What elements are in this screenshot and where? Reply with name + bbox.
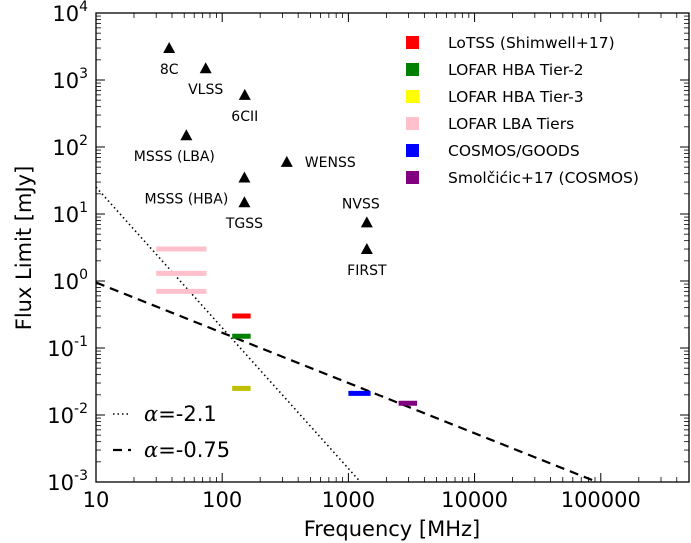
sensitivity-bands: [156, 246, 418, 406]
y-tick-label: 104: [52, 0, 88, 26]
y-tick-exponent: -3: [74, 468, 88, 484]
survey-marker: [360, 243, 373, 255]
x-tick-label: 1000: [322, 488, 375, 512]
y-tick-exponent: 3: [79, 66, 88, 82]
survey-label: MSSS (HBA): [145, 192, 229, 208]
survey-label: 6CII: [231, 109, 258, 125]
y-tick-exponent: 4: [79, 0, 88, 15]
legend-label: LOFAR HBA Tier-2: [448, 61, 584, 79]
y-tick-label: 102: [52, 133, 88, 160]
legend-swatch: [406, 171, 419, 184]
legend-label: LoTSS (Shimwell+17): [448, 34, 615, 52]
survey-label: TGSS: [225, 216, 263, 232]
y-tick-base: 10: [52, 2, 79, 26]
alpha-notes: α=-2.1α=-0.75: [113, 402, 230, 462]
y-tick-label: 101: [52, 200, 88, 227]
y-tick-base: 10: [52, 136, 79, 160]
legend-swatch: [406, 63, 419, 76]
survey-label: MSSS (LBA): [134, 149, 215, 165]
survey-label: NVSS: [342, 196, 380, 212]
alpha-note: α=-2.1: [144, 402, 217, 426]
x-tick-label: 10: [83, 488, 110, 512]
y-tick-label: 100: [52, 267, 88, 294]
y-tick-base: 10: [47, 404, 74, 428]
x-tick-label: 100000: [561, 488, 641, 512]
y-tick-base: 10: [52, 69, 79, 93]
survey-marker: [180, 129, 193, 141]
y-tick-exponent: -1: [74, 334, 88, 350]
alpha-value: =-2.1: [158, 402, 217, 426]
survey-marker: [280, 155, 293, 167]
survey-marker: [360, 216, 373, 228]
x-axis-label: Frequency [MHz]: [304, 517, 480, 541]
y-tick-label: 10-2: [47, 401, 88, 428]
alpha-symbol: α: [144, 438, 158, 462]
x-tick-label: 100: [202, 488, 242, 512]
y-tick-base: 10: [47, 337, 74, 361]
survey-label: FIRST: [347, 263, 387, 279]
plot-frame: [95, 12, 690, 483]
legend: LoTSS (Shimwell+17) LOFAR HBA Tier-2 LOFAR…: [406, 34, 639, 187]
alpha-note: α=-0.75: [144, 438, 230, 462]
survey-marker: [238, 171, 251, 183]
y-tick-base: 10: [47, 471, 74, 495]
survey-marker: [238, 196, 251, 208]
legend-label: COSMOS/GOODS: [448, 142, 580, 160]
y-axis-label: Flux Limit [mJy]: [12, 166, 36, 331]
survey-marker: [199, 62, 212, 74]
survey-points: 8C VLSS 6CII MSSS (LBA) WENSS MSSS (HBA) TGSS N…: [134, 42, 387, 279]
y-tick-label: 10-3: [47, 468, 88, 495]
legend-swatch: [406, 144, 419, 157]
legend-label: Smolčićic+17 (COSMOS): [448, 169, 639, 187]
survey-label: 8C: [160, 62, 179, 78]
spectral-lines: [95, 186, 598, 484]
legend-swatch: [406, 36, 419, 49]
y-tick-exponent: 1: [79, 200, 88, 216]
legend-label: LOFAR HBA Tier-3: [448, 88, 584, 106]
alpha-symbol: α: [144, 402, 158, 426]
survey-label: VLSS: [188, 82, 223, 98]
y-tick-exponent: 0: [79, 267, 88, 283]
survey-marker: [163, 42, 176, 54]
y-tick-label: 10-1: [47, 334, 88, 361]
y-tick-exponent: 2: [79, 133, 88, 149]
legend-swatch: [406, 117, 419, 130]
y-tick-base: 10: [52, 270, 79, 294]
survey-label: WENSS: [305, 155, 356, 171]
x-tick-label: 10000: [441, 488, 508, 512]
legend-label: LOFAR LBA Tiers: [448, 115, 574, 133]
y-tick-exponent: -2: [74, 401, 88, 417]
ticks-layer: 10 100 1000 10000 10000010-310-210-110010110…: [47, 0, 690, 512]
y-tick-label: 103: [52, 66, 88, 93]
legend-swatch: [406, 90, 419, 103]
alpha-value: =-0.75: [158, 438, 230, 462]
survey-marker: [238, 88, 251, 100]
y-tick-base: 10: [52, 203, 79, 227]
